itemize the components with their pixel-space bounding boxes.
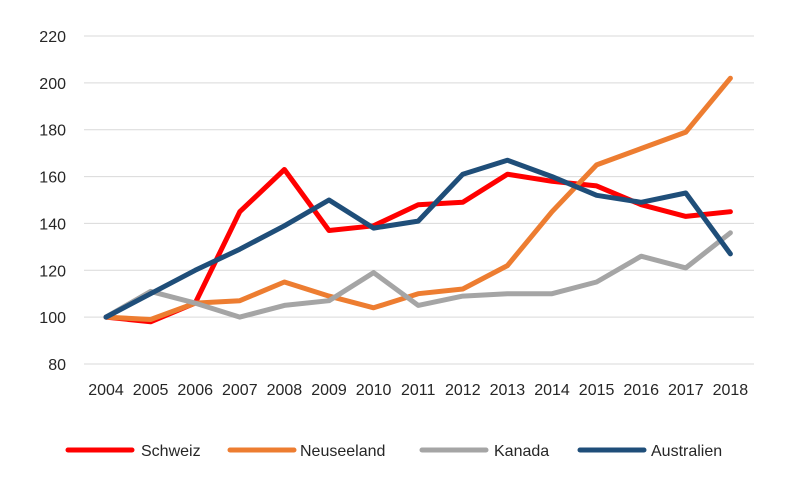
x-tick-label: 2004	[88, 382, 124, 399]
legend-label-kanada: Kanada	[494, 443, 549, 460]
series-line-neuseeland	[103, 75, 733, 322]
x-tick-label: 2009	[311, 382, 347, 399]
x-tick-label: 2014	[534, 382, 570, 399]
y-tick-label: 180	[39, 123, 66, 140]
y-tick-label: 100	[39, 310, 66, 327]
series-lines	[103, 75, 733, 325]
x-tick-label: 2018	[713, 382, 749, 399]
legend-label-australien: Australien	[651, 443, 722, 460]
x-tick-label: 2006	[177, 382, 213, 399]
x-axis: 2004 2005 2006 2007 2008 2009 2010 2011 2012 2013…	[88, 382, 748, 399]
y-tick-label: 80	[48, 357, 66, 374]
y-tick-label: 140	[39, 216, 66, 233]
series-line-schweiz	[103, 167, 733, 325]
x-tick-label: 2013	[490, 382, 526, 399]
x-tick-label: 2015	[579, 382, 615, 399]
x-tick-label: 2005	[133, 382, 169, 399]
legend-label-neuseeland: Neuseeland	[300, 443, 385, 460]
x-tick-label: 2010	[356, 382, 392, 399]
series-line-australien	[103, 157, 733, 320]
legend-label-schweiz: Schweiz	[141, 443, 201, 460]
y-axis: 80 100 120 140 160 180 200 220	[39, 29, 66, 374]
y-tick-label: 220	[39, 29, 66, 46]
y-tick-label: 120	[39, 263, 66, 280]
y-tick-label: 160	[39, 170, 66, 187]
legend: Schweiz Neuseeland Kanada Australien	[65, 443, 722, 460]
x-tick-label: 2008	[267, 382, 303, 399]
series-line-kanada	[103, 230, 733, 320]
x-tick-label: 2007	[222, 382, 258, 399]
x-tick-label: 2016	[623, 382, 659, 399]
y-tick-label: 200	[39, 76, 66, 93]
x-tick-label: 2017	[668, 382, 704, 399]
x-tick-label: 2011	[401, 382, 436, 399]
x-tick-label: 2012	[445, 382, 481, 399]
